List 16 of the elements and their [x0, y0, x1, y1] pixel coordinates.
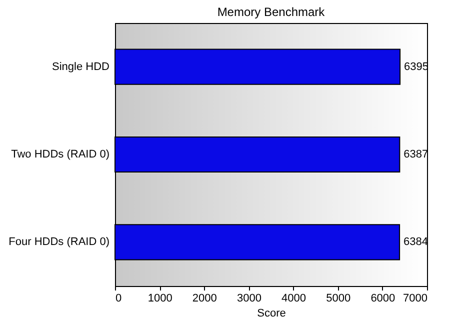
y-tick-label: Four HDDs (RAID 0) — [8, 236, 110, 248]
x-tick-label: 4000 — [282, 292, 306, 304]
x-tick-label: 1000 — [148, 292, 172, 304]
y-tick-label: Single HDD — [52, 60, 110, 73]
x-tick-label: 7000 — [403, 292, 428, 304]
y-tick-label: Two HDDs (RAID 0) — [11, 148, 110, 160]
x-tick-label: 6000 — [370, 292, 396, 304]
x-tick-label: 3000 — [236, 292, 262, 304]
data-label: 6395 — [404, 60, 429, 73]
x-tick-label: 2000 — [192, 292, 217, 304]
x-axis-title: Score — [257, 308, 286, 320]
x-tick-label: 0 — [116, 292, 122, 304]
x-tick-label: 5000 — [326, 292, 351, 304]
data-label: 6384 — [404, 236, 428, 248]
chart-title: Memory Benchmark — [217, 5, 326, 19]
data-label: 6387 — [404, 148, 428, 160]
